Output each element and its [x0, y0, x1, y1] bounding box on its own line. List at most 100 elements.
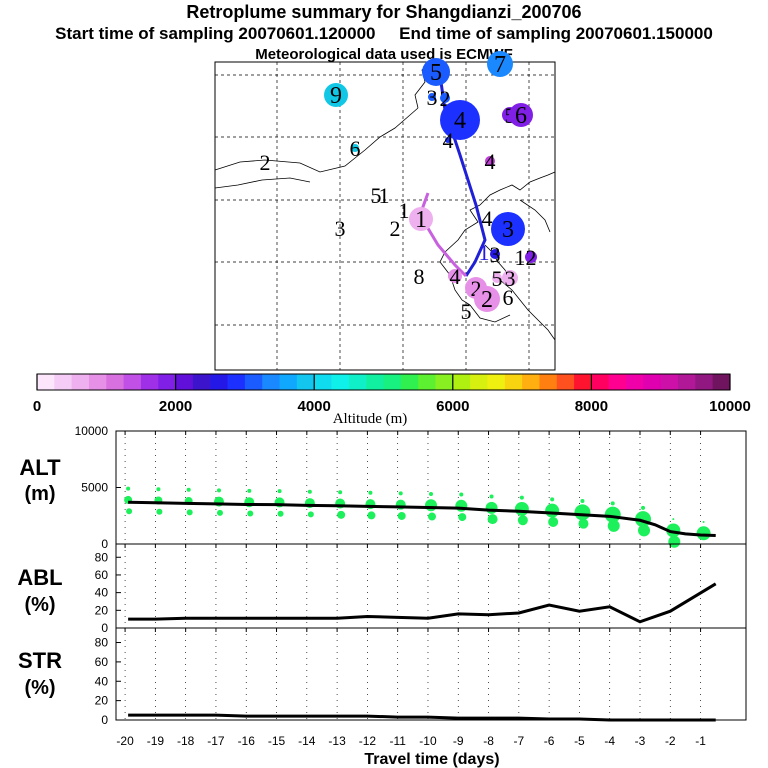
panel-unit: (%)	[24, 594, 55, 616]
particle-cluster	[307, 489, 312, 494]
colorbar-tick-label: 8000	[575, 398, 608, 415]
y-tick-label: 20	[95, 603, 109, 617]
particle-cluster	[247, 510, 254, 517]
particle-cluster	[429, 491, 433, 496]
map-frame	[214, 61, 556, 371]
plume-marker: 1	[479, 240, 490, 265]
marker-label: 4	[482, 206, 493, 231]
marker-label: 2	[440, 86, 451, 111]
plume-marker: 4	[482, 206, 493, 231]
marker-label: 1	[379, 183, 390, 208]
x-tick-label: -13	[328, 734, 346, 748]
altitude-mean-line	[128, 500, 716, 538]
colorbar-swatch	[106, 374, 125, 390]
marker-label: 4	[485, 149, 496, 174]
plume-dot	[448, 269, 462, 283]
colorbar-tick-label: 4000	[298, 398, 331, 415]
particle-cluster	[459, 492, 464, 497]
x-tick-label: -4	[604, 734, 615, 748]
particle-cluster	[702, 520, 705, 523]
y-tick-label: 40	[95, 674, 109, 688]
plume-marker: 9	[324, 83, 348, 109]
plume-marker: 4	[448, 264, 462, 289]
x-tick-label: -10	[419, 734, 437, 748]
marker-label: 2	[481, 287, 493, 313]
particle-cluster	[277, 489, 282, 494]
plume-marker: 6	[350, 136, 361, 161]
colorbar-swatch	[279, 374, 298, 390]
colorbar-label: Altitude (m)	[333, 411, 408, 427]
plume-dot	[440, 93, 450, 103]
colorbar-swatch	[695, 374, 714, 390]
colorbar-swatch	[244, 374, 263, 390]
particle-cluster	[247, 488, 252, 493]
plume-dot	[525, 251, 537, 263]
plume-marker: 4	[443, 128, 454, 153]
marker-label: 4	[454, 108, 466, 134]
colorbar-swatch	[643, 374, 662, 390]
marker-label: 1	[479, 240, 490, 265]
colorbar-swatch	[262, 374, 281, 390]
x-tick-label: -20	[116, 734, 134, 748]
str-line	[128, 713, 716, 722]
particle-cluster	[548, 516, 559, 527]
particle-cluster	[216, 509, 223, 516]
particle-cluster	[367, 511, 376, 520]
marker-label: 1	[415, 207, 427, 233]
x-tick-label: -11	[389, 734, 406, 748]
colorbar-swatch	[591, 374, 610, 390]
plume-marker: 5	[371, 183, 382, 208]
colorbar-swatch	[37, 374, 55, 390]
plume-marker: 5	[461, 299, 472, 324]
marker-label: 3	[335, 216, 346, 241]
coast-line	[499, 279, 556, 341]
plume-dot	[491, 212, 525, 246]
sampling-times: Start time of sampling 20070601.120000 E…	[55, 24, 713, 43]
particle-cluster	[368, 490, 373, 495]
marker-label: 3	[490, 242, 501, 267]
alt-panel: 0 5000 10000 ALT (m)	[19, 424, 747, 551]
y-tick-label: 0	[101, 713, 108, 727]
colorbar-swatch	[140, 374, 159, 390]
x-tick-label: -9	[453, 734, 464, 748]
particle-cluster	[397, 511, 406, 520]
particle-cluster	[216, 488, 221, 493]
marker-label: 5	[492, 266, 503, 291]
panel-label: ABL	[17, 565, 62, 590]
marker-label: 3	[502, 217, 514, 243]
plume-dot	[445, 137, 451, 143]
particle-cluster	[672, 518, 675, 521]
plume-marker: 3	[490, 242, 501, 267]
coast-line	[519, 199, 551, 233]
coast-line	[469, 304, 511, 323]
x-tick-label: -12	[359, 734, 377, 748]
particle-cluster	[489, 494, 494, 499]
particle-cluster	[696, 526, 711, 541]
colorbar-tick-label: 2000	[159, 398, 192, 415]
colorbar-swatch	[383, 374, 402, 390]
x-tick-label: -15	[268, 734, 286, 748]
panel-unit: (m)	[24, 483, 55, 505]
colorbar-swatch	[54, 374, 73, 390]
abl-panel: 0 20 40 60 80 ABL (%)	[17, 543, 747, 635]
plume-marker: 2	[474, 286, 500, 313]
plume-marker: 2	[440, 86, 451, 111]
particle-cluster	[338, 490, 343, 495]
colorbar-swatch	[660, 374, 679, 390]
colorbar-tick-label: 0	[33, 398, 41, 415]
particle-cluster	[126, 508, 133, 515]
panel-label: ALT	[19, 455, 61, 480]
y-tick-label: 80	[95, 636, 109, 650]
colorbar-swatch	[452, 374, 471, 390]
marker-label: 6	[515, 103, 527, 129]
particle-cluster	[337, 510, 346, 519]
plume-dot	[422, 58, 450, 86]
particle-cluster	[578, 518, 589, 529]
panel-frame	[115, 430, 747, 545]
particle-cluster	[428, 512, 436, 521]
border-line	[214, 177, 311, 189]
marker-label: 4	[450, 264, 461, 289]
meteo-source: Meteorological data used is ECMWF	[255, 46, 513, 63]
colorbar-swatch	[487, 374, 506, 390]
particle-cluster	[668, 535, 681, 548]
